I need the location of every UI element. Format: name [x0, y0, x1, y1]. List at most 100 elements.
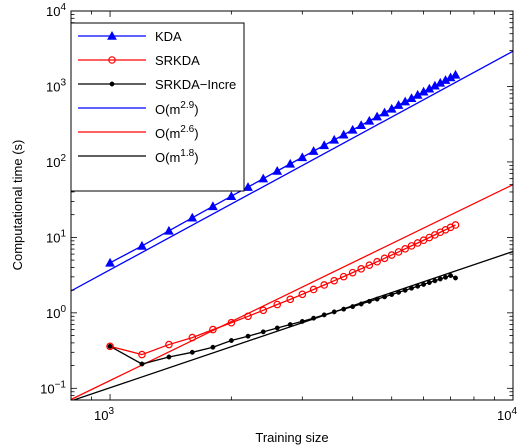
data-point-s3-18: [366, 298, 372, 304]
data-point-s3-1: [107, 343, 113, 349]
data-point-s3-4: [189, 349, 195, 355]
y-axis-title: Computational time (s): [10, 140, 25, 271]
legend-label-5: O(m2.6): [155, 124, 199, 141]
data-point-s1-18: [364, 115, 375, 125]
data-point-s3-20: [382, 294, 388, 300]
data-point-s1-5: [208, 201, 218, 211]
data-point-s2-25: [413, 239, 422, 247]
data-point-s1-14: [329, 134, 340, 144]
y-tick-label-5: 103: [46, 77, 66, 94]
data-point-s1-3: [164, 225, 174, 235]
data-point-s3-13: [321, 312, 327, 318]
data-point-s1-10: [285, 158, 296, 168]
data-point-s2-8: [259, 306, 268, 315]
y-tick-label-2: 100: [46, 304, 66, 321]
data-point-s3-26: [421, 281, 427, 287]
legend-label-2: SRKDA: [155, 53, 200, 68]
data-point-s2-23: [401, 245, 409, 253]
data-point-s3-29: [437, 276, 443, 282]
legend: KDA SRKDA SRKDA−Incre O(m2.9) O(m2.6) O(m1.8): [70, 22, 245, 192]
data-point-s3-27: [426, 280, 432, 286]
data-point-s2-3: [165, 340, 173, 349]
data-point-s2-24: [407, 242, 416, 250]
data-point-s1-17: [356, 120, 367, 130]
axes: [70, 10, 514, 401]
data-point-s3-23: [402, 287, 408, 293]
x-tick-label-1: 103: [94, 406, 114, 423]
data-point-s3-2: [139, 361, 145, 367]
series-markers: [105, 69, 461, 367]
x-axis-title: Training size: [255, 430, 328, 445]
data-point-s3-19: [374, 296, 380, 302]
data-point-s3-12: [311, 315, 317, 321]
data-point-s1-19: [372, 111, 382, 121]
data-point-s3-25: [415, 283, 421, 289]
data-point-s2-4: [188, 333, 197, 342]
data-point-s3-5: [210, 344, 216, 350]
tick-labels: 103 104 10−1 100 101 102 103 104: [40, 2, 517, 423]
data-point-s2-12: [309, 285, 318, 294]
data-point-s2-11: [298, 290, 307, 299]
data-point-s2-1: [106, 342, 114, 351]
data-point-s1-16: [347, 124, 358, 134]
data-point-s2-18: [365, 261, 374, 269]
data-point-s3-32: [453, 275, 458, 281]
data-point-s1-4: [187, 212, 198, 222]
data-point-s3-10: [287, 322, 293, 327]
data-point-s3-16: [350, 304, 356, 310]
data-point-s1-7: [243, 182, 253, 191]
y-tick-label-6: 104: [46, 2, 66, 19]
ticks: [70, 10, 514, 401]
legend-box: [70, 22, 245, 192]
legend-label-6: O(m1.8): [155, 148, 199, 165]
data-point-s3-31: [448, 273, 454, 279]
legend-label-3: SRKDA−Incre: [155, 77, 236, 92]
data-point-s2-32: [451, 221, 460, 229]
data-point-s3-11: [299, 318, 305, 324]
data-point-s3-30: [443, 274, 448, 280]
legend-marker-3: [109, 81, 115, 87]
data-point-s1-13: [319, 140, 330, 150]
legend-label-4: O(m2.9): [155, 100, 199, 117]
y-tick-label-3: 101: [46, 228, 66, 245]
data-point-s3-14: [331, 309, 337, 315]
data-point-s1-11: [297, 152, 308, 162]
y-tick-label-4: 102: [46, 153, 66, 170]
y-tick-label-1: 10−1: [40, 379, 66, 396]
data-point-s3-3: [166, 354, 172, 360]
legend-label-1: KDA: [155, 29, 182, 44]
data-point-s2-16: [348, 268, 357, 277]
data-point-s1-32: [450, 69, 461, 79]
data-point-s1-1: [105, 257, 115, 267]
data-point-s2-10: [286, 295, 295, 304]
data-point-s1-15: [338, 129, 349, 139]
data-point-s2-19: [373, 257, 381, 266]
data-point-s1-6: [226, 191, 237, 200]
x-tick-label-2: 104: [497, 406, 517, 423]
data-point-s3-28: [432, 278, 438, 284]
data-point-s2-20: [380, 254, 389, 263]
data-point-s1-8: [258, 173, 269, 183]
data-point-s1-2: [137, 240, 147, 250]
data-point-s2-2: [138, 350, 146, 359]
data-point-s2-7: [244, 312, 252, 321]
data-point-s2-9: [273, 300, 282, 309]
data-point-s3-8: [260, 329, 266, 335]
data-point-s3-21: [389, 292, 395, 297]
data-point-s3-24: [409, 285, 414, 291]
data-point-s3-9: [274, 325, 280, 331]
data-point-s2-5: [209, 325, 217, 334]
data-point-s1-9: [272, 165, 283, 175]
legend-marker-2: [108, 56, 116, 64]
data-point-s1-20: [379, 107, 390, 117]
data-point-s3-15: [341, 306, 347, 312]
data-point-s1-12: [308, 146, 319, 155]
data-point-s1-21: [386, 103, 397, 113]
data-point-s2-13: [320, 281, 329, 289]
data-point-s2-15: [339, 272, 348, 281]
data-point-s2-14: [330, 276, 339, 285]
data-point-s2-6: [227, 318, 236, 327]
data-point-s2-21: [387, 251, 396, 259]
data-point-s3-7: [245, 333, 251, 339]
data-point-s3-6: [228, 338, 234, 343]
